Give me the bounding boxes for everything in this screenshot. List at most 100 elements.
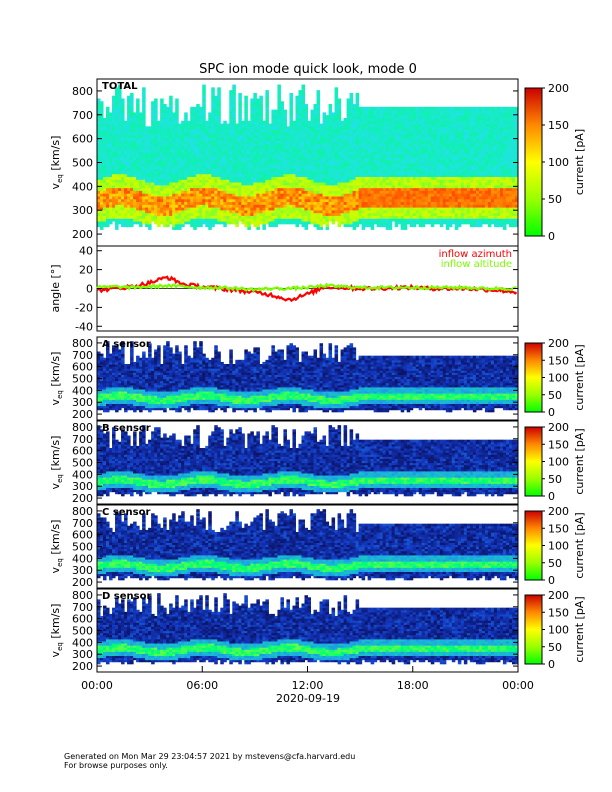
x-tick-label: 00:00	[502, 679, 534, 692]
y-tick-label: 600	[72, 361, 93, 374]
series-line-azimuth	[96, 275, 518, 303]
y-tick-label: 0	[86, 283, 93, 296]
y-tick-label: 200	[72, 408, 93, 421]
x-tick-label: 06:00	[186, 679, 218, 692]
colorbar-tick-label: 150	[548, 354, 569, 367]
colorbar-tick-label: 0	[548, 230, 555, 243]
y-tick-label: 300	[72, 564, 93, 577]
y-axis-label: veq [km/s]	[49, 604, 64, 658]
panel-label: A sensor	[102, 339, 151, 350]
colorbar-tick-label: 100	[548, 156, 569, 169]
legend-entry: inflow azimuth	[439, 249, 512, 260]
y-tick-label: 200	[72, 660, 93, 673]
colorbar-tick-label: 50	[548, 389, 562, 402]
panel-label: D sensor	[102, 591, 151, 602]
legend-entry: inflow altitude	[441, 259, 512, 270]
colorbar-label: current [pA]	[573, 129, 586, 195]
y-tick-label: 400	[72, 384, 93, 397]
y-tick-label: 400	[72, 636, 93, 649]
y-tick-label: 200	[72, 228, 93, 241]
colorbar-tick-label: 100	[548, 540, 569, 553]
colorbar: 0 50 100 150 200 current [pA]	[524, 505, 586, 587]
colorbar: 0 50 100 150 200 current [pA]	[524, 589, 586, 671]
y-tick-label: 700	[72, 433, 93, 446]
colorbar-tick-label: 150	[548, 438, 569, 451]
y-tick-label: 500	[72, 157, 93, 170]
y-tick-label: -20	[75, 301, 93, 314]
panel-label: TOTAL	[102, 81, 138, 92]
colorbar-gradient	[524, 594, 543, 665]
colorbar-tick-label: 50	[548, 473, 562, 486]
y-tick-label: 300	[72, 396, 93, 409]
y-tick-label: 400	[72, 552, 93, 565]
colorbar: 0 50 100 150 200 current [pA]	[524, 421, 586, 503]
colorbar-tick-label: 100	[548, 456, 569, 469]
colorbar-tick-label: 200	[548, 505, 569, 518]
colorbar-tick-label: 200	[548, 421, 569, 434]
y-tick-label: 40	[79, 245, 93, 258]
y-tick-label: 300	[72, 204, 93, 217]
y-tick-label: 800	[72, 85, 93, 98]
figure-title: SPC ion mode quick look, mode 0	[199, 62, 417, 77]
y-tick-label: 600	[72, 445, 93, 458]
y-axis-label: veq [km/s]	[49, 136, 64, 190]
colorbar-gradient	[524, 510, 543, 581]
panel-total: 200 300 400 500 600 700 800 TOTAL veq [km/s] 0 50 1…	[49, 78, 586, 247]
footer-generated: Generated on Mon Mar 29 23:04:57 2021 by…	[64, 752, 355, 761]
y-tick-label: 500	[72, 373, 93, 386]
y-tick-label: 300	[72, 480, 93, 493]
colorbar-tick-label: 200	[548, 337, 569, 350]
y-tick-label: 800	[72, 337, 93, 350]
colorbar-tick-label: 100	[548, 372, 569, 385]
colorbar: 0 50 100 150 200 current [pA]	[524, 82, 586, 243]
colorbar-tick-label: 0	[548, 490, 555, 503]
y-tick-label: 600	[72, 529, 93, 542]
colorbar-tick-label: 150	[548, 522, 569, 535]
colorbar-tick-label: 0	[548, 658, 555, 671]
colorbar-tick-label: 50	[548, 641, 562, 654]
y-tick-label: 700	[72, 517, 93, 530]
date-label: 2020-09-19	[276, 692, 340, 705]
panel-label: B sensor	[102, 423, 151, 434]
y-axis-label: veq [km/s]	[49, 352, 64, 406]
y-tick-label: 700	[72, 109, 93, 122]
colorbar-label: current [pA]	[573, 344, 586, 410]
x-tick-label: 12:00	[292, 679, 324, 692]
colorbar-tick-label: 150	[548, 119, 569, 132]
colorbar-gradient	[524, 342, 543, 413]
y-tick-label: 200	[72, 576, 93, 589]
colorbar-tick-label: 200	[548, 589, 569, 602]
x-tick-label: 00:00	[81, 679, 113, 692]
y-axis-label: veq [km/s]	[49, 436, 64, 490]
panel-label: C sensor	[102, 507, 150, 518]
y-tick-label: 800	[72, 505, 93, 518]
y-tick-label: 300	[72, 648, 93, 661]
y-tick-label: 700	[72, 349, 93, 362]
footer-note: For browse purposes only.	[64, 761, 168, 770]
y-axis-label: angle [°]	[49, 264, 62, 312]
colorbar-tick-label: 0	[548, 406, 555, 419]
y-tick-label: 500	[72, 457, 93, 470]
colorbar-tick-label: 100	[548, 624, 569, 637]
y-tick-label: 200	[72, 492, 93, 505]
y-tick-label: -40	[75, 320, 93, 333]
colorbar-label: current [pA]	[573, 596, 586, 662]
colorbar-tick-label: 50	[548, 557, 562, 570]
colorbar-tick-label: 150	[548, 606, 569, 619]
colorbar-gradient	[524, 87, 543, 237]
y-tick-label: 600	[72, 613, 93, 626]
y-tick-label: 800	[72, 589, 93, 602]
y-tick-label: 600	[72, 133, 93, 146]
y-tick-label: 700	[72, 601, 93, 614]
colorbar-label: current [pA]	[573, 512, 586, 578]
y-axis-label: veq [km/s]	[49, 520, 64, 574]
x-tick-label: 18:00	[397, 679, 429, 692]
colorbar-tick-label: 200	[548, 82, 569, 95]
y-tick-label: 20	[79, 264, 93, 277]
colorbar-gradient	[524, 426, 543, 497]
y-tick-label: 400	[72, 468, 93, 481]
